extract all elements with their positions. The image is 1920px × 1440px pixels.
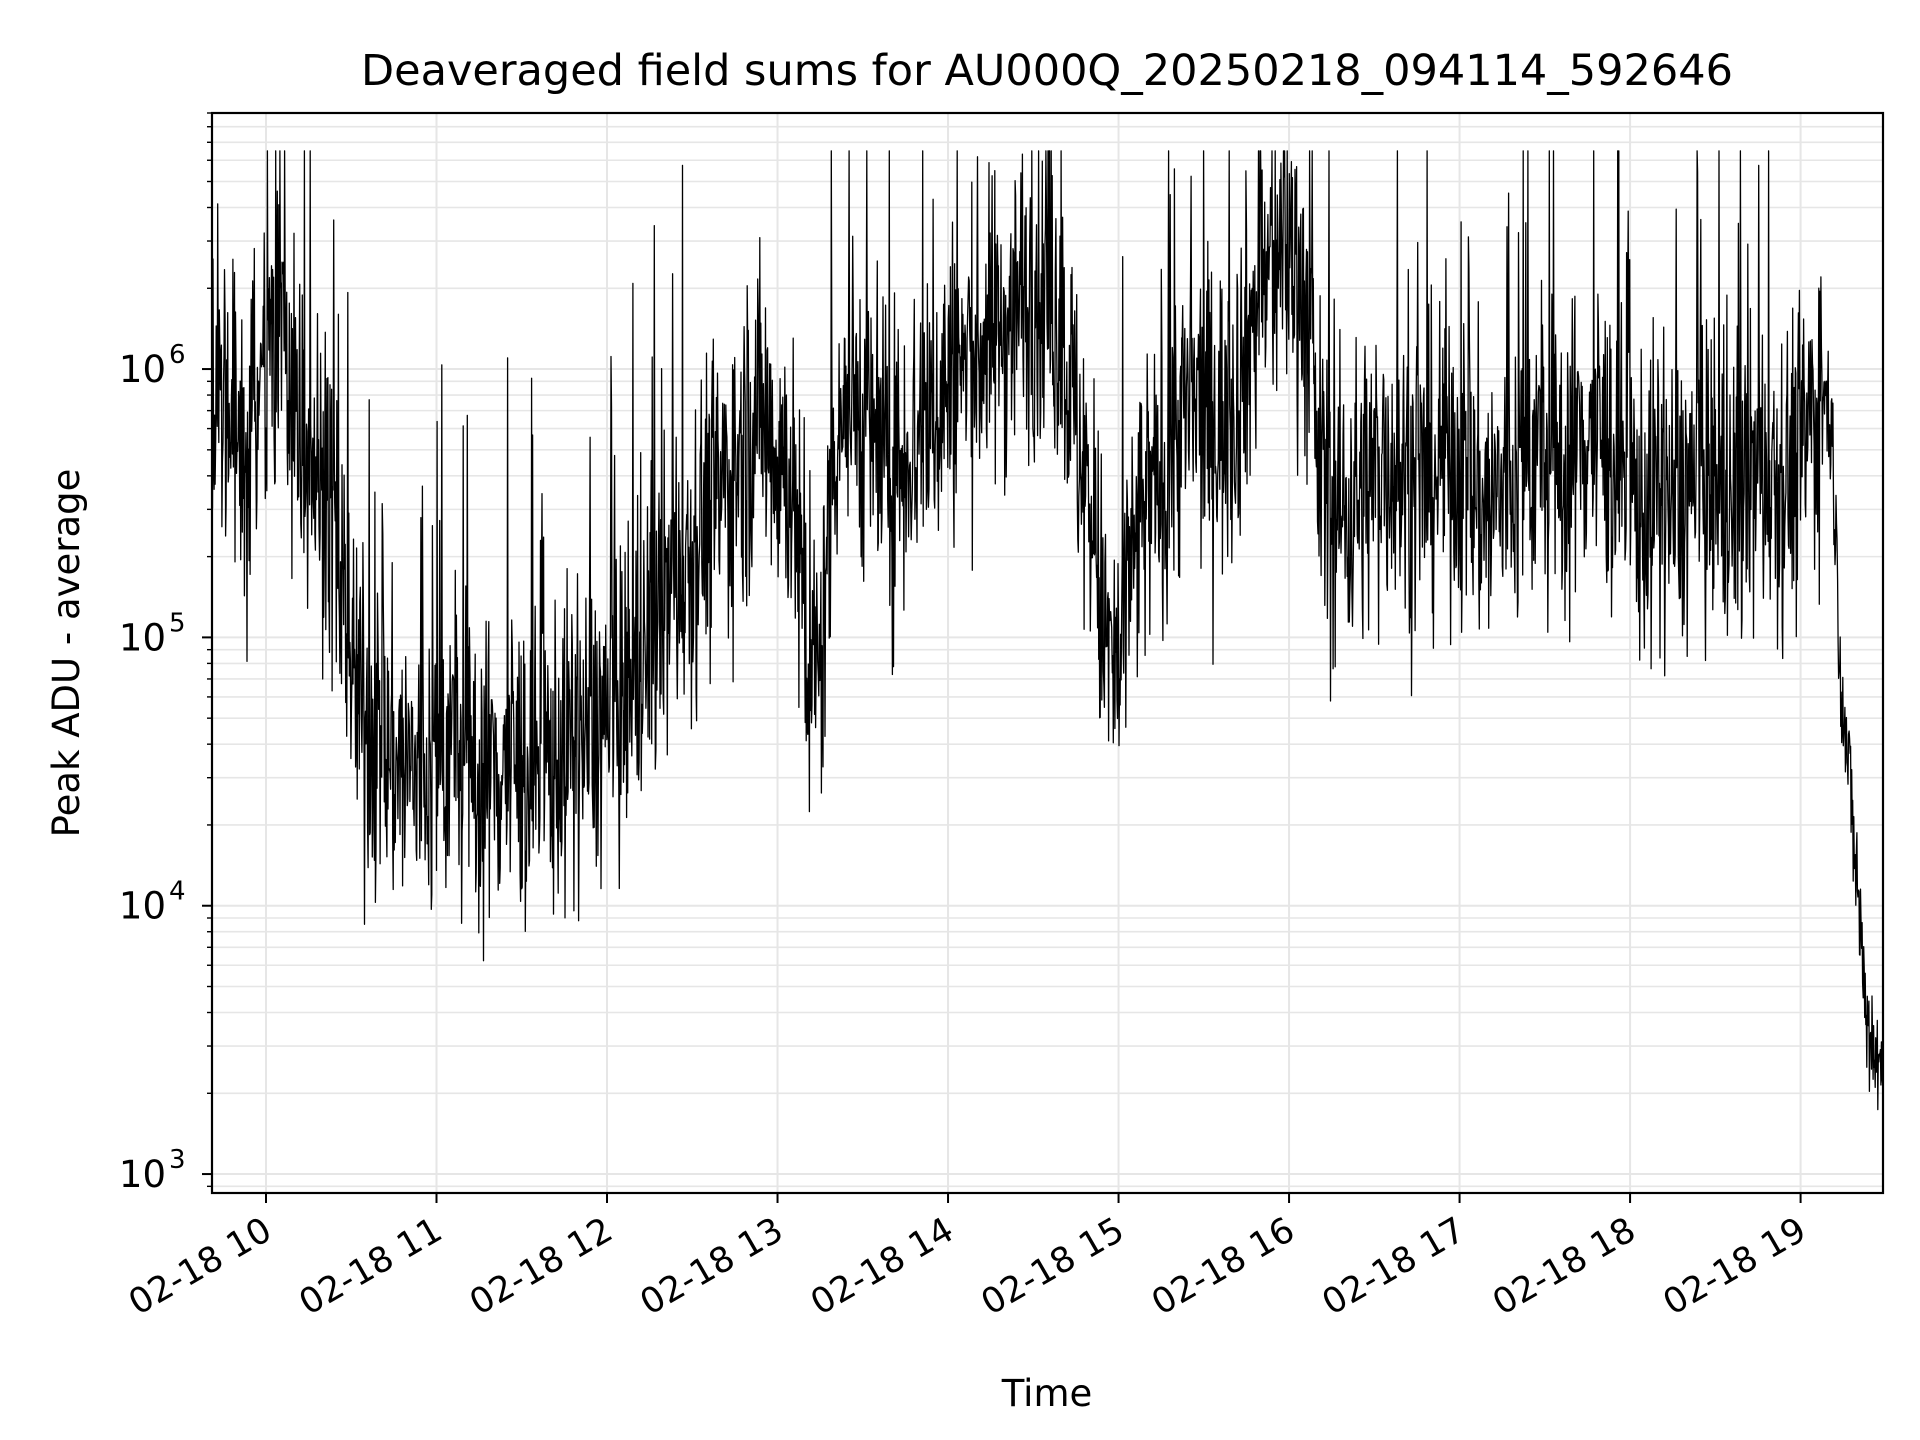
- y-tick-label: 10: [119, 616, 166, 659]
- chart-title: Deaveraged field sums for AU000Q_2025021…: [361, 46, 1733, 96]
- y-tick-label: 10: [119, 885, 166, 928]
- y-tick-label: 10: [119, 1153, 166, 1196]
- y-tick-exponent: 4: [169, 877, 186, 907]
- series-line: [212, 150, 1883, 1111]
- y-tick-exponent: 3: [169, 1145, 186, 1175]
- plot-frame: [210, 111, 1885, 1195]
- series-layer: [212, 150, 1883, 1111]
- y-tick-exponent: 5: [169, 608, 186, 638]
- y-tick-label: 10: [119, 348, 166, 391]
- x-axis-label: Time: [1001, 1372, 1093, 1415]
- y-axis-label: Peak ADU - average: [45, 469, 88, 838]
- y-tick-exponent: 6: [169, 340, 186, 370]
